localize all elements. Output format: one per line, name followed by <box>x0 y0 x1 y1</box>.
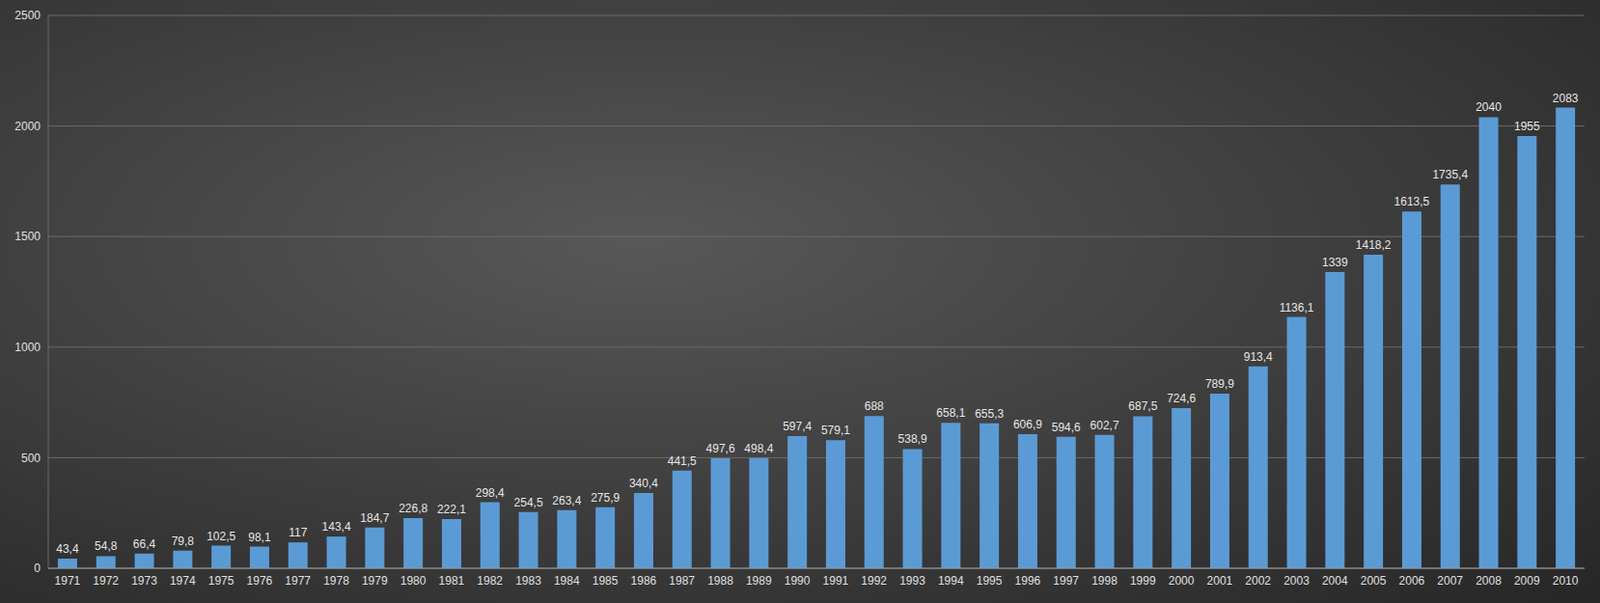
svg-text:1993: 1993 <box>899 574 926 588</box>
svg-text:2000: 2000 <box>14 119 41 134</box>
svg-text:2003: 2003 <box>1283 574 1310 588</box>
svg-text:724,6: 724,6 <box>1166 391 1196 406</box>
svg-text:1735,4: 1735,4 <box>1432 167 1468 182</box>
svg-text:1977: 1977 <box>284 574 311 588</box>
svg-text:1136,1: 1136,1 <box>1279 301 1315 315</box>
svg-text:2001: 2001 <box>1207 574 1234 588</box>
svg-text:143,4: 143,4 <box>322 520 352 534</box>
svg-text:1988: 1988 <box>707 574 734 588</box>
svg-text:117: 117 <box>288 525 307 540</box>
svg-text:1974: 1974 <box>169 574 196 588</box>
svg-text:1990: 1990 <box>784 574 811 588</box>
svg-text:1996: 1996 <box>1015 574 1042 588</box>
svg-text:184,7: 184,7 <box>359 511 389 525</box>
svg-text:263,4: 263,4 <box>551 494 581 508</box>
svg-text:1998: 1998 <box>1091 574 1118 588</box>
svg-text:1987: 1987 <box>668 574 695 588</box>
svg-text:1999: 1999 <box>1130 574 1157 588</box>
svg-text:1982: 1982 <box>476 574 503 588</box>
svg-text:1972: 1972 <box>92 574 119 588</box>
svg-text:1978: 1978 <box>323 574 350 588</box>
svg-text:43,4: 43,4 <box>55 542 80 556</box>
svg-text:66,4: 66,4 <box>133 537 157 552</box>
svg-text:1994: 1994 <box>937 574 965 588</box>
svg-text:1979: 1979 <box>361 574 388 588</box>
svg-text:658,1: 658,1 <box>936 406 966 420</box>
svg-text:79,8: 79,8 <box>171 534 195 549</box>
svg-text:1971: 1971 <box>55 574 82 588</box>
svg-text:2040: 2040 <box>1475 100 1502 114</box>
svg-text:1980: 1980 <box>400 574 427 588</box>
svg-text:2010: 2010 <box>1552 574 1579 588</box>
svg-text:54,8: 54,8 <box>94 539 118 553</box>
svg-text:1613,5: 1613,5 <box>1394 194 1431 209</box>
svg-text:275,9: 275,9 <box>590 491 620 505</box>
svg-text:2008: 2008 <box>1475 574 1502 588</box>
svg-text:1976: 1976 <box>247 574 274 588</box>
svg-text:226,8: 226,8 <box>398 501 428 516</box>
svg-text:497,6: 497,6 <box>706 441 736 456</box>
svg-text:602,7: 602,7 <box>1090 418 1120 433</box>
svg-text:498,4: 498,4 <box>744 441 773 456</box>
svg-text:688: 688 <box>864 399 884 414</box>
svg-text:1975: 1975 <box>208 574 235 588</box>
svg-text:1983: 1983 <box>515 574 542 588</box>
svg-text:789,9: 789,9 <box>1205 377 1235 391</box>
svg-text:2005: 2005 <box>1360 574 1387 588</box>
svg-text:1339: 1339 <box>1322 255 1349 270</box>
svg-text:2500: 2500 <box>14 8 41 23</box>
svg-text:340,4: 340,4 <box>629 476 659 491</box>
svg-text:1981: 1981 <box>439 574 466 588</box>
svg-text:254,5: 254,5 <box>514 496 544 510</box>
svg-text:1000: 1000 <box>14 340 41 355</box>
svg-text:538,9: 538,9 <box>898 432 928 446</box>
svg-text:2007: 2007 <box>1436 574 1463 588</box>
svg-text:2009: 2009 <box>1514 574 1541 588</box>
svg-text:102,5: 102,5 <box>206 529 236 544</box>
svg-text:0: 0 <box>33 561 41 576</box>
svg-text:2000: 2000 <box>1168 574 1195 588</box>
svg-text:606,9: 606,9 <box>1013 417 1043 432</box>
svg-text:1989: 1989 <box>745 574 773 588</box>
svg-text:2002: 2002 <box>1244 574 1271 588</box>
svg-text:1985: 1985 <box>592 574 619 588</box>
svg-text:2006: 2006 <box>1399 574 1426 588</box>
svg-text:1995: 1995 <box>976 574 1003 588</box>
svg-text:98,1: 98,1 <box>248 530 272 545</box>
svg-text:1992: 1992 <box>860 574 887 588</box>
svg-text:687,5: 687,5 <box>1128 399 1158 414</box>
svg-text:1500: 1500 <box>14 229 41 244</box>
svg-text:594,6: 594,6 <box>1051 420 1081 435</box>
svg-text:1997: 1997 <box>1052 574 1079 588</box>
svg-text:2004: 2004 <box>1322 574 1349 588</box>
svg-text:1955: 1955 <box>1514 119 1541 134</box>
svg-text:1984: 1984 <box>553 574 580 588</box>
svg-text:597,4: 597,4 <box>782 419 812 434</box>
svg-text:298,4: 298,4 <box>475 486 505 500</box>
svg-text:1986: 1986 <box>631 574 658 588</box>
svg-text:1418,2: 1418,2 <box>1355 238 1392 252</box>
svg-text:1991: 1991 <box>823 574 850 588</box>
svg-text:913,4: 913,4 <box>1243 350 1273 364</box>
svg-text:655,3: 655,3 <box>974 407 1004 421</box>
svg-text:500: 500 <box>21 451 41 466</box>
svg-text:441,5: 441,5 <box>667 454 697 469</box>
svg-text:222,1: 222,1 <box>437 502 467 517</box>
svg-text:579,1: 579,1 <box>821 423 851 438</box>
svg-text:1973: 1973 <box>131 574 158 588</box>
svg-text:2083: 2083 <box>1552 91 1579 106</box>
